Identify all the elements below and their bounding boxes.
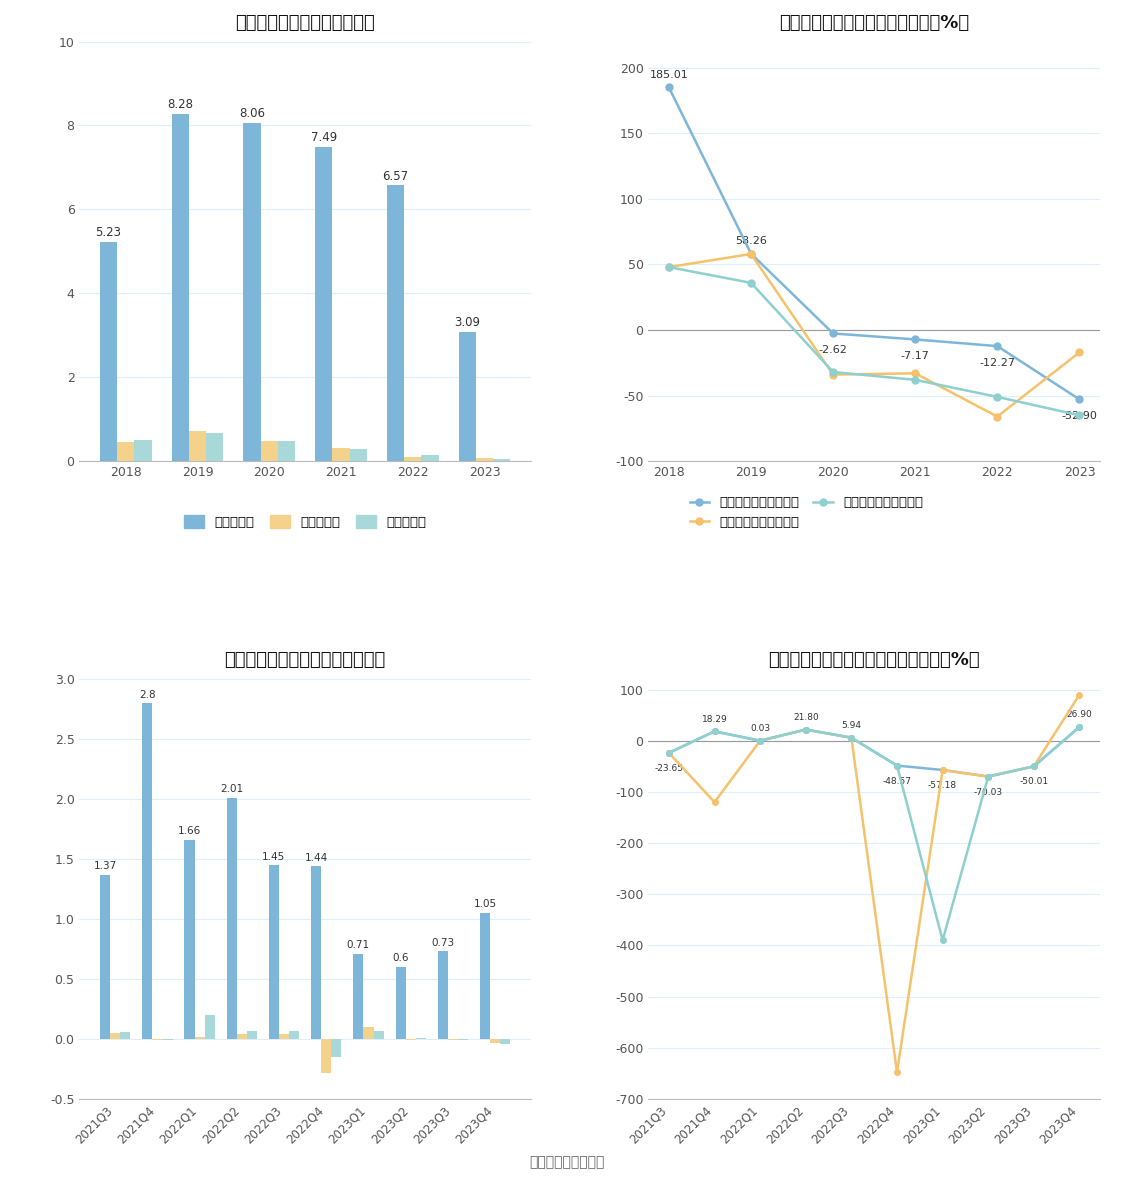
Bar <box>269 865 279 1040</box>
Bar <box>171 114 189 461</box>
Bar <box>387 185 404 461</box>
Bar <box>315 147 332 461</box>
Title: 历年营收、净利情况（亿元）: 历年营收、净利情况（亿元） <box>235 14 375 32</box>
Text: 185.01: 185.01 <box>650 70 688 80</box>
Bar <box>422 455 439 461</box>
Text: -7.17: -7.17 <box>900 350 930 361</box>
Legend: 营业总收入, 归母净利润, 扣非净利润: 营业总收入, 归母净利润, 扣非净利润 <box>178 510 432 535</box>
Title: 营收、净利同比增长率季度变动情况（%）: 营收、净利同比增长率季度变动情况（%） <box>769 651 980 670</box>
Bar <box>354 954 364 1040</box>
Bar <box>206 432 223 461</box>
Legend: 营业总收入同比增长率, 归母净利润同比增长率, 扣非净利润同比增长率: 营业总收入同比增长率, 归母净利润同比增长率, 扣非净利润同比增长率 <box>684 491 929 535</box>
Bar <box>152 1040 162 1041</box>
Text: 1.37: 1.37 <box>93 861 117 871</box>
Bar <box>261 441 278 461</box>
Bar <box>142 703 152 1040</box>
Bar <box>110 1034 120 1040</box>
Title: 营收、净利季度变动情况（亿元）: 营收、净利季度变动情况（亿元） <box>225 651 386 670</box>
Bar <box>278 442 295 461</box>
Bar <box>493 459 510 461</box>
Bar <box>476 459 493 461</box>
Bar <box>279 1035 289 1040</box>
Text: 数据来源：恒生聚源: 数据来源：恒生聚源 <box>530 1156 604 1170</box>
Text: 0.71: 0.71 <box>347 940 370 950</box>
Title: 历年营收、净利同比增长率情况（%）: 历年营收、净利同比增长率情况（%） <box>779 14 970 32</box>
Text: -48.57: -48.57 <box>882 777 912 785</box>
Text: -57.18: -57.18 <box>928 781 957 790</box>
Text: 0.73: 0.73 <box>431 937 455 948</box>
Bar <box>500 1040 510 1044</box>
Text: 2.01: 2.01 <box>220 784 244 795</box>
Text: 1.44: 1.44 <box>305 853 328 862</box>
Bar <box>373 1030 383 1040</box>
Bar <box>311 866 321 1040</box>
Text: -52.90: -52.90 <box>1061 411 1098 421</box>
Text: 7.49: 7.49 <box>311 131 337 144</box>
Bar <box>195 1037 204 1040</box>
Text: 8.28: 8.28 <box>168 97 193 110</box>
Bar <box>117 442 134 461</box>
Bar <box>331 1040 341 1057</box>
Text: -50.01: -50.01 <box>1019 777 1049 786</box>
Bar <box>490 1040 500 1043</box>
Bar <box>185 840 195 1040</box>
Text: 5.94: 5.94 <box>841 721 862 729</box>
Text: 26.90: 26.90 <box>1067 710 1092 719</box>
Text: 3.09: 3.09 <box>455 316 481 329</box>
Bar <box>438 952 448 1040</box>
Text: 1.45: 1.45 <box>262 852 286 861</box>
Text: 6.57: 6.57 <box>382 170 408 183</box>
Bar <box>134 441 152 461</box>
Bar <box>204 1015 214 1040</box>
Text: 5.23: 5.23 <box>95 226 121 239</box>
Bar <box>289 1030 299 1040</box>
Text: -2.62: -2.62 <box>819 345 847 355</box>
Text: 1.66: 1.66 <box>178 827 201 836</box>
Bar <box>189 431 206 461</box>
Bar <box>247 1030 257 1040</box>
Text: -23.65: -23.65 <box>654 764 684 773</box>
Text: 1.05: 1.05 <box>474 899 497 910</box>
Bar <box>349 449 367 461</box>
Bar <box>244 124 261 461</box>
Bar <box>364 1026 373 1040</box>
Text: -70.03: -70.03 <box>974 788 1002 797</box>
Bar <box>227 798 237 1040</box>
Text: 0.03: 0.03 <box>750 723 770 733</box>
Bar <box>332 448 349 461</box>
Bar <box>321 1040 331 1073</box>
Bar <box>459 331 476 461</box>
Bar <box>480 914 490 1040</box>
Text: 58.26: 58.26 <box>735 236 767 246</box>
Bar <box>404 457 422 461</box>
Bar <box>237 1035 247 1040</box>
Text: 0.6: 0.6 <box>392 954 409 963</box>
Text: -12.27: -12.27 <box>980 358 1015 367</box>
Text: 8.06: 8.06 <box>239 107 265 120</box>
Bar <box>120 1031 130 1040</box>
Bar <box>396 967 406 1040</box>
Bar <box>100 241 117 461</box>
Bar <box>100 874 110 1040</box>
Text: 18.29: 18.29 <box>702 715 727 723</box>
Text: 2.8: 2.8 <box>138 690 155 700</box>
Text: 21.80: 21.80 <box>793 713 819 722</box>
